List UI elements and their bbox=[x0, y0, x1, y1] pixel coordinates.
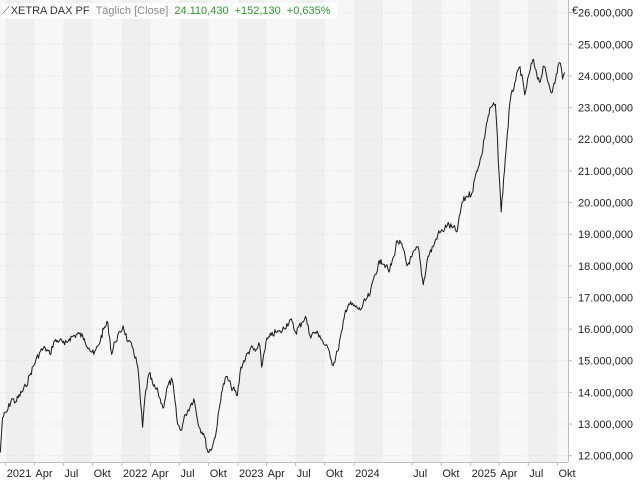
quarter-band bbox=[470, 0, 500, 462]
price-change: +152,130 bbox=[234, 5, 281, 17]
y-tick-label: 12.000,000 bbox=[578, 451, 633, 463]
chart-axes bbox=[0, 0, 569, 463]
quarter-band bbox=[412, 0, 442, 462]
currency-label: € bbox=[572, 5, 578, 17]
y-tick-label: 16.000,000 bbox=[578, 324, 633, 336]
x-tick-label: Okt bbox=[326, 468, 343, 480]
quarter-band bbox=[238, 0, 267, 462]
x-tick-label: Apr bbox=[500, 468, 517, 480]
interval-label[interactable]: Täglich [Close] bbox=[95, 5, 169, 17]
x-tick-label: Okt bbox=[558, 468, 575, 480]
y-tick-label: 25.000,000 bbox=[578, 39, 633, 51]
x-tick-label: 2024 bbox=[355, 468, 379, 480]
y-tick-label: 14.000,000 bbox=[578, 387, 633, 399]
price-line-series bbox=[0, 58, 566, 453]
y-tick-label: 24.000,000 bbox=[578, 71, 633, 83]
y-tick-label: 22.000,000 bbox=[578, 134, 633, 146]
quarter-band bbox=[63, 0, 93, 462]
x-tick-label: 2023 bbox=[239, 468, 263, 480]
x-tick-label: Okt bbox=[210, 468, 227, 480]
chart-background-bands bbox=[0, 0, 568, 462]
y-axis-tick-labels: 12.000,000 13.000,000 14.000,000 15.000,000… bbox=[578, 8, 633, 463]
y-tick-label: 21.000,000 bbox=[578, 166, 633, 178]
y-tick-label: 23.000,000 bbox=[578, 103, 633, 115]
x-tick-label: Jul bbox=[64, 468, 78, 480]
price-change-percent: +0,635% bbox=[286, 5, 331, 17]
x-axis-tick-labels: 2021 Apr Jul Okt 2022 Apr Jul Okt 2023 Apr Jul Okt 2… bbox=[7, 468, 576, 480]
y-tick-label: 19.000,000 bbox=[578, 229, 633, 241]
quarter-band bbox=[5, 0, 35, 462]
x-tick-label: 2025 bbox=[472, 468, 496, 480]
y-tick-label: 20.000,000 bbox=[578, 198, 633, 210]
x-tick-label: Apr bbox=[35, 468, 52, 480]
last-price: 24.110,430 bbox=[174, 5, 229, 17]
x-tick-label: Apr bbox=[268, 468, 285, 480]
x-tick-label: 2021 bbox=[7, 468, 31, 480]
quarter-band bbox=[354, 0, 384, 462]
x-tick-label: 2022 bbox=[123, 468, 147, 480]
x-tick-label: Apr bbox=[152, 468, 169, 480]
chart-header: ⟋ XETRA DAX PF Täglich [Close] 24.110,43… bbox=[2, 3, 337, 19]
x-tick-label: Jul bbox=[529, 468, 543, 480]
line-chart-icon: ⟋ bbox=[2, 4, 10, 17]
y-tick-label: 18.000,000 bbox=[578, 261, 633, 273]
x-tick-label: Okt bbox=[94, 468, 111, 480]
quarter-band bbox=[295, 0, 325, 462]
x-tick-label: Jul bbox=[180, 468, 194, 480]
y-tick-label: 15.000,000 bbox=[578, 356, 633, 368]
y-tick-label: 17.000,000 bbox=[578, 292, 633, 304]
ticker-name[interactable]: XETRA DAX PF bbox=[10, 5, 90, 17]
quarter-band bbox=[121, 0, 151, 462]
quarter-band bbox=[179, 0, 209, 462]
quarter-band bbox=[528, 0, 558, 462]
y-tick-label: 13.000,000 bbox=[578, 419, 633, 431]
y-tick-label: 26.000,000 bbox=[578, 8, 633, 20]
x-tick-label: Okt bbox=[442, 468, 459, 480]
x-tick-label: Jul bbox=[413, 468, 427, 480]
x-tick-label: Jul bbox=[297, 468, 311, 480]
